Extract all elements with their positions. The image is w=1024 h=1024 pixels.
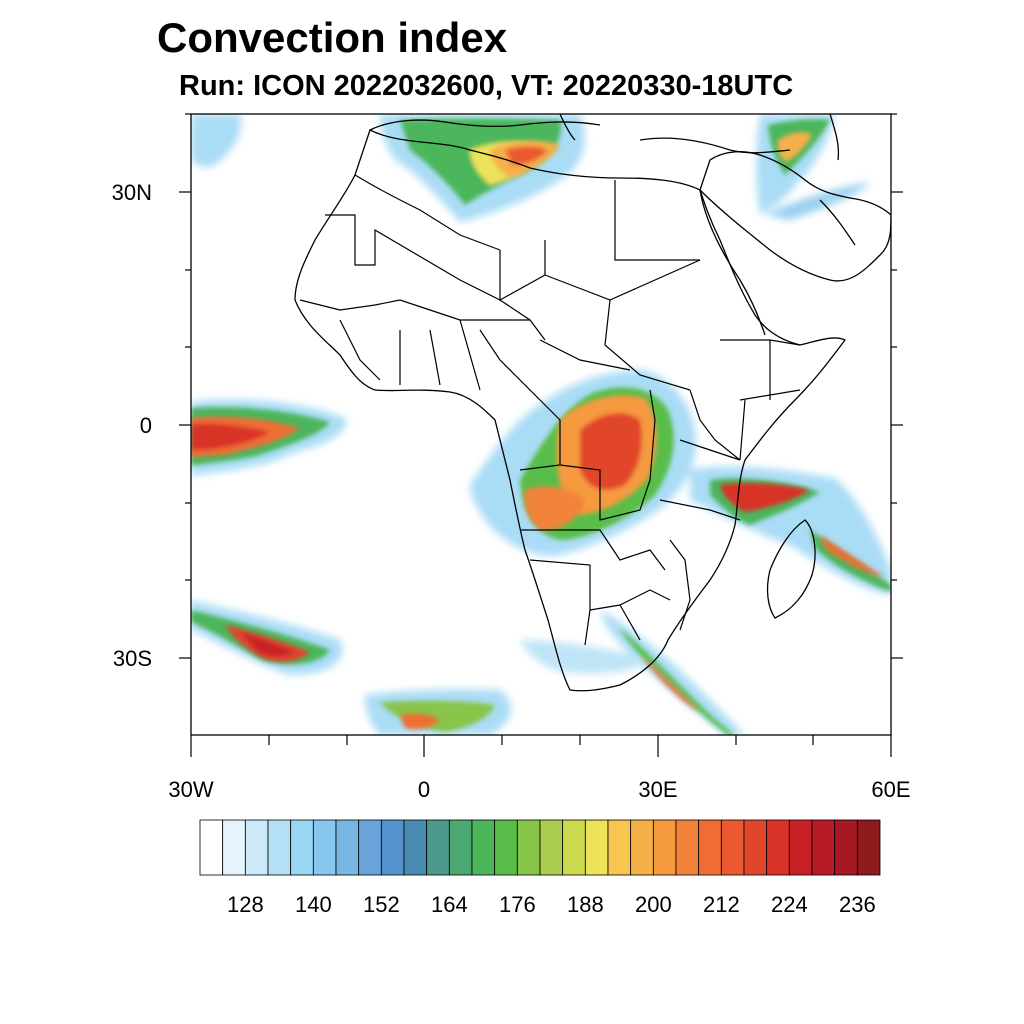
- field-core-east-band: [820, 535, 885, 578]
- border-sudan: [609, 259, 701, 301]
- lat-label-30n: 30N: [112, 180, 152, 205]
- colorbar-swatch: [607, 819, 632, 876]
- colorbar-swatch: [743, 819, 768, 876]
- field-halo-nw: [191, 114, 242, 168]
- colorbar-swatch: [675, 819, 700, 876]
- border-chad-sudan: [544, 274, 691, 391]
- border-car: [539, 339, 631, 371]
- colorbar-labels: 128 140 152 164 176 188 200 212 224 236: [227, 892, 876, 917]
- colorbar: [199, 819, 881, 876]
- field-halo-mozambique: [600, 610, 745, 735]
- lon-label-30e: 30E: [638, 777, 677, 802]
- field-core-east: [720, 482, 810, 512]
- border-tanzania: [659, 439, 741, 521]
- colorbar-swatch: [720, 819, 745, 876]
- country-borders: [299, 174, 801, 646]
- colorbar-swatch: [856, 819, 881, 876]
- field-mid-south-south: [380, 700, 495, 732]
- madagascar-coastline: [766, 519, 816, 619]
- colorbar-swatch: [494, 819, 518, 876]
- colorbar-swatch: [290, 819, 314, 876]
- red-sea-east: [699, 189, 766, 336]
- lon-label-30w: 30W: [168, 777, 213, 802]
- colorbar-swatch: [630, 819, 654, 876]
- colorbar-label: 140: [295, 892, 332, 917]
- caspian: [829, 114, 840, 161]
- colorbar-label: 188: [567, 892, 604, 917]
- europe-coast: [369, 119, 601, 131]
- lon-label-60e: 60E: [871, 777, 910, 802]
- field-mid-mozambique: [620, 628, 735, 735]
- convection-field: [191, 114, 891, 735]
- colorbar-swatch: [471, 819, 496, 876]
- lat-labels: 30N 0 30S: [112, 180, 152, 671]
- lat-label-30s: 30S: [113, 646, 152, 671]
- colorbar-swatch: [562, 819, 586, 876]
- border-nigeria-cameroon: [479, 329, 541, 401]
- colorbar-swatch: [766, 819, 790, 876]
- colorbar-swatch: [539, 819, 564, 876]
- colorbar-swatch: [267, 819, 292, 876]
- border-algeria-libya: [499, 240, 546, 302]
- axis-ticks: [179, 113, 903, 757]
- field-core-south-atlantic-red: [240, 632, 295, 657]
- colorbar-label: 128: [227, 892, 264, 917]
- colorbar-swatch: [222, 819, 246, 876]
- border-west-africa: [339, 319, 481, 391]
- colorbar-swatch: [312, 819, 337, 876]
- colorbar-swatch: [811, 819, 836, 876]
- border-drc: [519, 389, 656, 521]
- colorbar-swatch: [426, 819, 450, 876]
- border-ethiopia-somalia: [720, 339, 801, 400]
- colorbar-swatch: [516, 819, 541, 876]
- lon-labels: 30W 0 30E 60E: [168, 777, 910, 802]
- colorbar-swatch: [652, 819, 677, 876]
- sicily-italy: [559, 114, 576, 141]
- border-libya-egypt: [614, 180, 700, 261]
- colorbar-swatch: [788, 819, 813, 876]
- colorbar-label: 212: [703, 892, 740, 917]
- chart-title: Convection index: [157, 14, 508, 61]
- colorbar-swatch: [244, 819, 269, 876]
- lat-label-0: 0: [140, 413, 152, 438]
- persian-gulf: [819, 199, 856, 246]
- border-southern: [529, 559, 671, 646]
- colorbar-label: 236: [839, 892, 876, 917]
- border-east: [689, 389, 801, 461]
- colorbar-swatch: [834, 819, 858, 876]
- border-sahel: [299, 299, 530, 321]
- border-mozambique: [669, 539, 691, 631]
- colorbar-swatch: [698, 819, 722, 876]
- border-sahara: [325, 214, 546, 341]
- colorbar-label: 200: [635, 892, 672, 917]
- colorbar-swatch: [403, 819, 428, 876]
- colorbar-swatch: [584, 819, 609, 876]
- colorbar-swatch: [358, 819, 382, 876]
- colorbar-label: 224: [771, 892, 808, 917]
- anatolia: [639, 137, 791, 154]
- field-core-south-south: [400, 713, 440, 730]
- field-halo-mideast-streak: [765, 182, 870, 220]
- field-core-atlantic-eq-red: [191, 423, 270, 450]
- colorbar-swatch: [199, 819, 224, 876]
- field-halo-sw-africa: [520, 640, 650, 674]
- colorbar-swatch: [380, 819, 405, 876]
- colorbar-label: 176: [499, 892, 536, 917]
- field-core-north-red: [505, 146, 548, 166]
- lon-label-0: 0: [418, 777, 430, 802]
- colorbar-label: 164: [431, 892, 468, 917]
- field-core-mozambique: [640, 655, 700, 712]
- colorbar-swatch: [335, 819, 360, 876]
- colorbar-swatch: [448, 819, 473, 876]
- border-angola-zambia: [520, 529, 666, 571]
- colorbar-label: 152: [363, 892, 400, 917]
- border-maghreb: [354, 174, 501, 251]
- field-core-middle-east: [777, 132, 812, 162]
- field-core-congo-red: [580, 413, 642, 490]
- field-core-angola: [524, 486, 585, 531]
- chart-subtitle: Run: ICON 2022032600, VT: 20220330-18UTC: [179, 70, 794, 102]
